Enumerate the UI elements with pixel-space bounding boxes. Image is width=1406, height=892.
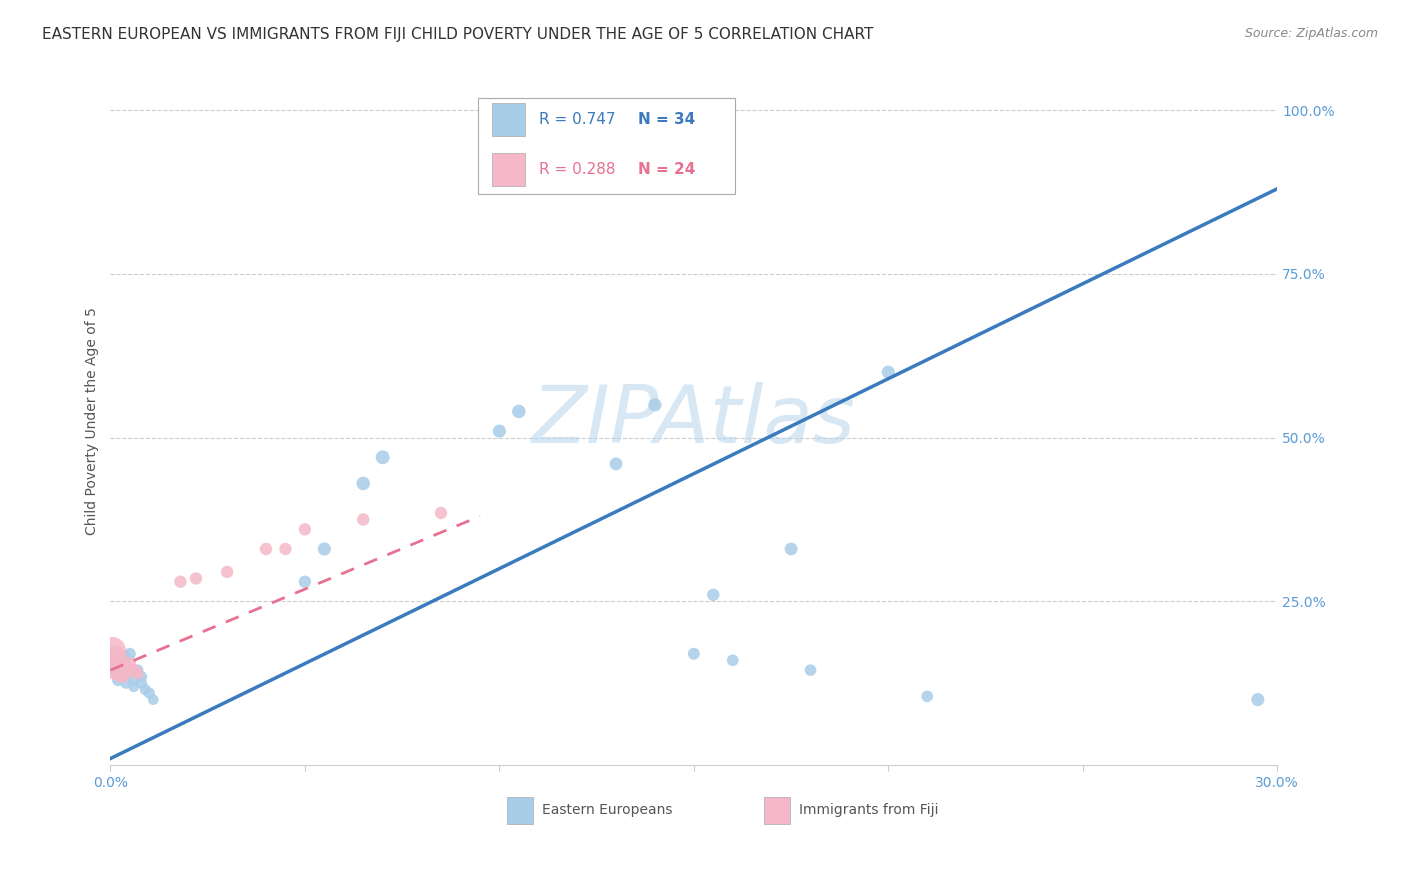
Point <box>254 541 277 556</box>
Point <box>115 660 138 674</box>
Text: R = 0.288: R = 0.288 <box>538 162 616 178</box>
Point <box>111 670 134 684</box>
Point <box>107 666 129 681</box>
Point <box>115 650 138 665</box>
Point <box>111 660 134 674</box>
Point <box>103 663 125 677</box>
Point <box>915 690 938 704</box>
Bar <box>492 153 524 186</box>
Point <box>877 365 900 379</box>
Point <box>488 424 510 438</box>
Point <box>122 680 145 694</box>
Point <box>103 663 125 677</box>
Text: Source: ZipAtlas.com: Source: ZipAtlas.com <box>1244 27 1378 40</box>
Point <box>352 512 374 526</box>
Point <box>294 522 316 536</box>
Point <box>127 663 149 677</box>
Point <box>118 666 141 681</box>
Point <box>107 653 129 667</box>
Point <box>430 506 453 520</box>
Point <box>134 682 156 697</box>
Point <box>127 666 149 681</box>
Text: Eastern Europeans: Eastern Europeans <box>543 804 672 817</box>
Point <box>118 657 141 671</box>
Point <box>314 541 336 556</box>
Point <box>115 666 138 681</box>
Point <box>169 574 191 589</box>
Point <box>274 541 297 556</box>
Text: R = 0.747: R = 0.747 <box>538 112 616 127</box>
Point <box>107 653 129 667</box>
Point <box>702 588 724 602</box>
Point <box>352 476 374 491</box>
Point <box>103 657 125 671</box>
Point <box>101 643 124 657</box>
Point <box>371 450 394 465</box>
Text: ZIPAtlas: ZIPAtlas <box>531 383 856 460</box>
Point <box>644 398 666 412</box>
Point <box>131 670 153 684</box>
Point <box>111 663 134 677</box>
Point <box>721 653 744 667</box>
Point <box>115 676 138 690</box>
Point <box>122 663 145 677</box>
Point <box>184 571 207 585</box>
Point <box>103 650 125 665</box>
Point <box>217 565 239 579</box>
Point <box>138 686 160 700</box>
Point <box>118 647 141 661</box>
Text: Immigrants from Fiji: Immigrants from Fiji <box>799 804 938 817</box>
Text: N = 34: N = 34 <box>638 112 695 127</box>
Bar <box>508 797 533 823</box>
Point <box>682 647 704 661</box>
Point <box>1247 692 1270 706</box>
Point <box>605 457 627 471</box>
Point <box>107 650 129 665</box>
Point <box>107 673 129 687</box>
FancyBboxPatch shape <box>478 98 735 194</box>
Point <box>131 676 153 690</box>
Point <box>111 657 134 671</box>
Text: N = 24: N = 24 <box>638 162 695 178</box>
Point <box>780 541 803 556</box>
Point <box>107 660 129 674</box>
Point <box>508 404 530 418</box>
Point <box>122 673 145 687</box>
Bar <box>492 103 524 136</box>
Point <box>799 663 821 677</box>
Point <box>103 657 125 671</box>
Text: EASTERN EUROPEAN VS IMMIGRANTS FROM FIJI CHILD POVERTY UNDER THE AGE OF 5 CORREL: EASTERN EUROPEAN VS IMMIGRANTS FROM FIJI… <box>42 27 873 42</box>
Point <box>111 670 134 684</box>
Point <box>294 574 316 589</box>
Bar <box>763 797 790 823</box>
Point <box>142 692 165 706</box>
Y-axis label: Child Poverty Under the Age of 5: Child Poverty Under the Age of 5 <box>86 308 100 535</box>
